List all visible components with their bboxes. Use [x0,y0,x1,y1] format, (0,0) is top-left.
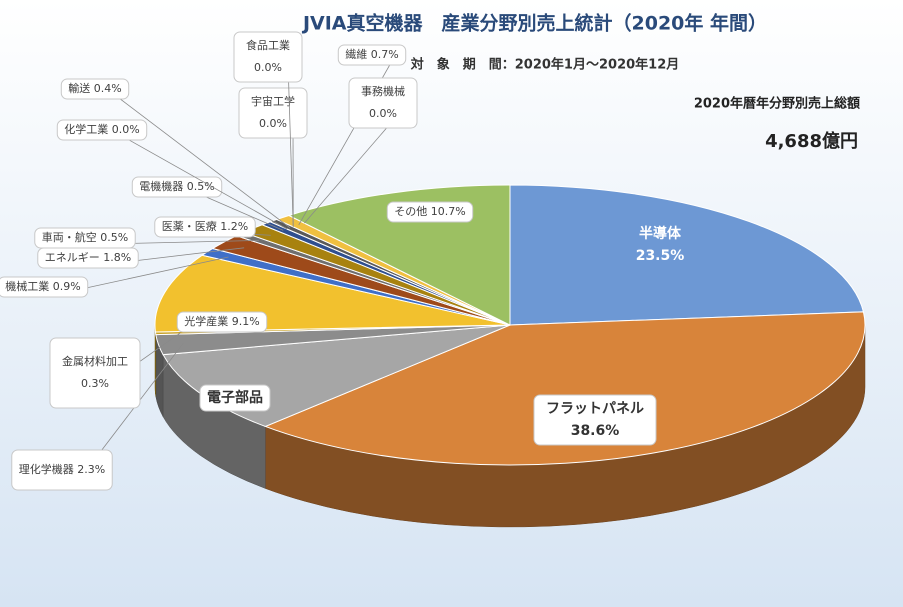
label-box [11,449,113,491]
data-label: 事務機械 0.0% [304,77,418,224]
label-box [386,201,474,223]
category-label: 繊維 [345,48,367,61]
data-label: その他 10.7% [386,201,474,223]
data-label: 電子部品 [199,384,271,412]
chart-subtitle: 対 象 期 間：2020年1月～2020年12月 [410,57,680,73]
category-label: 事務機械 [361,84,405,98]
value-label: 2.3% [77,463,105,476]
label: 繊維 0.7% [345,48,398,61]
value-label: 1.8% [103,251,131,264]
category-label: 電子部品 [207,389,263,406]
category-label: 電機機器 [139,179,183,193]
label-box [348,77,418,129]
value-label: 0.4% [94,82,122,95]
category-label: 食品工業 [246,38,290,52]
value-label: 10.7% [431,205,466,218]
label-box [60,78,130,100]
label-box [131,176,223,198]
category-label: その他 [394,205,427,218]
annotation: 4,688億円 [765,130,858,152]
label-box [199,384,271,412]
label: 電機機器 0.5% [139,179,214,193]
value-label: 0.0% [369,107,397,120]
category-label: 輸送 [68,81,90,95]
data-label: 光学産業 9.1% [176,311,268,333]
category-label: 医薬・医療 [162,219,217,233]
category-label: 機械工業 [5,279,49,293]
value-label: 0.5% [187,180,215,193]
category-label: 金属材料加工 [62,354,128,368]
label-box [337,44,407,66]
label: 光学産業 9.1% [184,314,259,328]
value-label: 1.2% [220,220,248,233]
value-label: 0.3% [81,377,109,390]
label: 化学工業 0.0% [64,122,139,136]
label: 理化学機器 2.3% [19,462,105,476]
data-label: 医薬・医療 1.2% [154,216,271,238]
value-label: 0.7% [371,48,399,61]
label: 機械工業 0.9% [5,279,80,293]
label: 車両・航空 0.5% [42,230,128,244]
category-label: 化学工業 [64,122,108,136]
value-label: 23.5% [636,248,685,264]
value-label: 38.6% [571,423,620,439]
data-label: 車両・航空 0.5% [34,227,259,249]
value-label: 0.0% [254,61,282,74]
label: 輸送 0.4% [68,81,121,95]
category-label: 半導体 [639,225,682,242]
leader-line [196,192,284,231]
data-label: 電機機器 0.5% [131,176,284,231]
slice [509,184,865,326]
label: 電子部品 [207,389,263,406]
label-box [233,31,303,83]
label-box [34,227,136,249]
category-label: エネルギー [45,251,100,264]
label-box [49,337,141,409]
data-label: 食品工業 0.0% [233,31,303,227]
category-label: 光学産業 [184,314,228,328]
data-label: 繊維 0.7% [298,44,407,226]
data-label: 機械工業 0.9% [0,256,229,298]
data-label: 化学工業 0.0% [56,119,288,230]
leader-line [121,135,288,230]
label: その他 10.7% [394,205,465,218]
chart-title: JVIA真空機器 産業分野別売上統計（2020年 年間） [301,12,767,35]
annotation: 2020年暦年分野別売上総額 [694,96,860,112]
data-label: 輸送 0.4% [60,78,291,229]
data-label: 半導体 23.5% [636,225,685,264]
data-label: 理化学機器 2.3% [11,343,184,491]
label-box [0,276,89,298]
value-label: 9.1% [232,315,260,328]
data-label: フラットパネル 38.6% [533,394,657,446]
value-label: 0.5% [100,231,128,244]
category-label: フラットパネル [546,401,644,417]
label-box [154,216,256,238]
label: 医薬・医療 1.2% [162,219,248,233]
category-label: 宇宙工学 [251,94,295,108]
leader-line [114,94,291,229]
value-label: 0.0% [112,123,140,136]
category-label: 車両・航空 [42,230,97,244]
pie-tops [154,184,866,466]
leader-line [287,62,294,227]
label: エネルギー 1.8% [45,251,131,264]
label-box [176,311,268,333]
value-label: 0.9% [53,280,81,293]
value-label: 0.0% [259,117,287,130]
category-label: 理化学機器 [19,462,74,476]
data-label: 金属材料加工 0.3% [49,332,181,409]
label-box [56,119,148,141]
slice [264,311,866,466]
label-box [533,394,657,446]
leader-line [62,256,229,294]
